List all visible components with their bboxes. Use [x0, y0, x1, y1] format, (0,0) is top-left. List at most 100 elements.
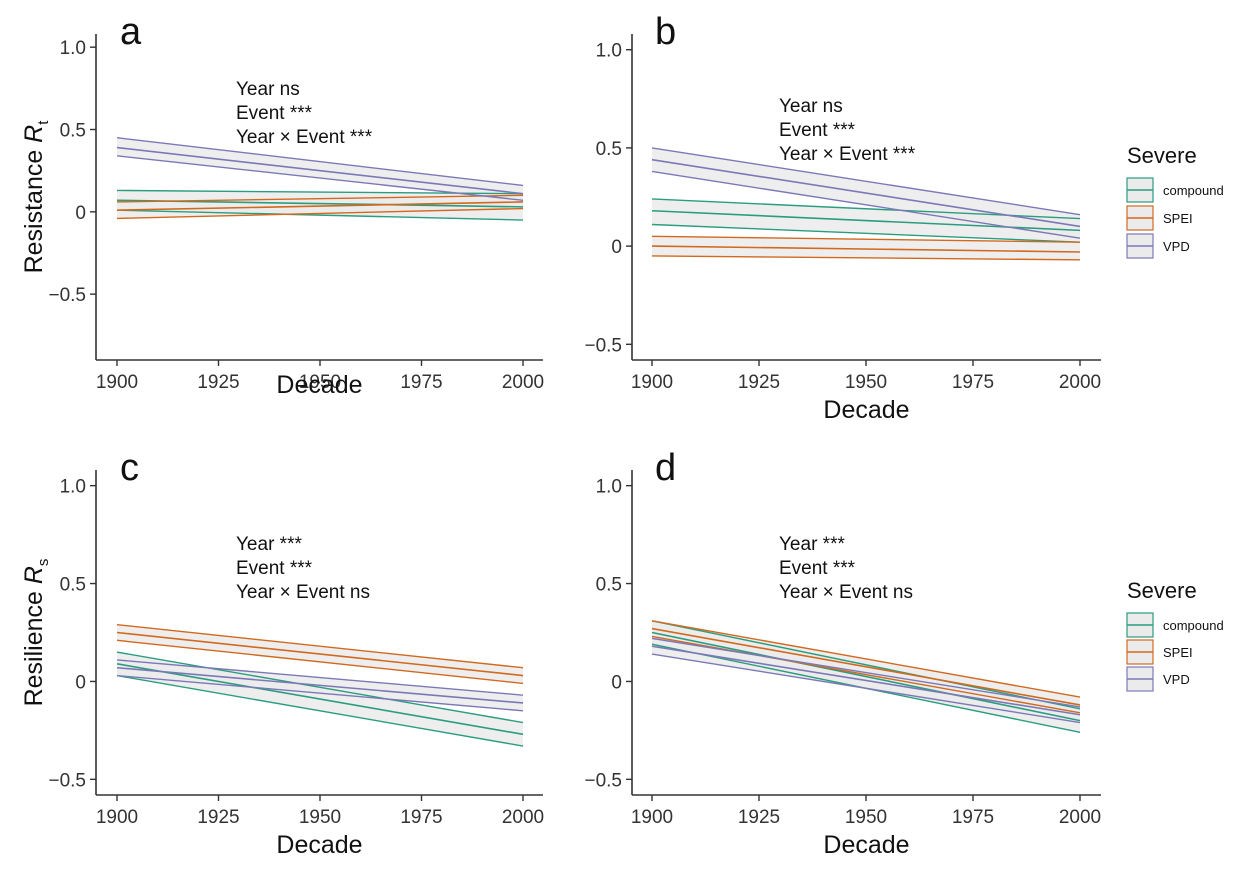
y-tick-label: −0.5	[48, 770, 86, 791]
ci-upper-VPD	[116, 659, 524, 696]
legend-label-vpd: VPD	[1163, 239, 1190, 254]
fit-line-compound	[651, 631, 1081, 722]
ci-upper-compound	[651, 620, 1081, 710]
ci-upper-VPD	[651, 637, 1081, 708]
panel-b: 1900 1925 1950 1975 2000 −0.5 0 0.5 1.0 b Year ns E…	[584, 11, 1101, 424]
y-tick-label: 0	[75, 672, 86, 693]
x-tick-label: 1975	[952, 372, 994, 393]
x-tick-label: 1925	[738, 372, 780, 393]
x-tick-label: 2000	[1059, 372, 1101, 393]
ci-lower-compound	[651, 223, 1081, 243]
ci-upper-VPD	[116, 137, 524, 187]
ci-upper-SPEI	[651, 620, 1081, 698]
ci-lower-VPD	[116, 155, 524, 201]
fit-line-VPD	[116, 146, 524, 195]
x-tick-label: 1900	[631, 372, 673, 393]
y-tick-label: 0	[75, 203, 86, 224]
ci-lower-SPEI	[116, 639, 524, 685]
ci-upper-SPEI	[116, 194, 524, 203]
x-tick-label: 1950	[845, 807, 887, 828]
legend-title: Severe	[1127, 143, 1197, 168]
y-tick-label: 0.5	[60, 575, 86, 596]
x-tick-label: 1900	[96, 807, 138, 828]
ci-lower-VPD	[651, 170, 1081, 239]
legend-key-vpd	[1126, 666, 1154, 692]
x-tick-label: 1900	[631, 807, 673, 828]
panel-c: 1900 1925 1950 1975 2000 −0.5 0 0.5 1.0 c Year ***…	[20, 447, 544, 859]
annotation-line: Year ***	[236, 534, 302, 555]
ci-upper-SPEI	[651, 235, 1081, 243]
fit-line-VPD	[651, 158, 1081, 228]
legend-key-vpd	[1126, 233, 1154, 259]
x-tick-label: 1950	[845, 372, 887, 393]
ci-lower-VPD	[651, 653, 1081, 724]
panel-d: 1900 1925 1950 1975 2000 −0.5 0 0.5 1.0 d Year ***…	[584, 447, 1101, 859]
legend-title: Severe	[1127, 578, 1197, 603]
x-tick-label: 1950	[299, 372, 341, 393]
fit-line-SPEI	[116, 631, 524, 677]
x-tick-label: 1925	[197, 807, 239, 828]
ci-lower-SPEI	[116, 207, 524, 220]
ci-upper-SPEI	[116, 623, 524, 669]
ci-band-VPD	[117, 137, 523, 201]
y-tick-label: 0.5	[596, 575, 622, 596]
annotation-line: Year ***	[779, 534, 845, 555]
annotation-line: Year × Event ns	[236, 582, 370, 603]
ci-upper-compound	[116, 651, 524, 724]
ci-lower-VPD	[116, 674, 524, 712]
x-tick-label: 1975	[400, 372, 442, 393]
y-tick-label: −0.5	[48, 285, 86, 306]
y-tick-label: 1.0	[596, 477, 622, 498]
annotation-line: Year × Event ***	[779, 144, 916, 165]
panel-a: 1900 1925 1950 1975 2000 −0.5 0 0.5 1.0 a Year ns E…	[20, 11, 544, 399]
legend-key-compound	[1126, 612, 1154, 638]
panel-letter: d	[655, 447, 676, 489]
annotation-line: Year × Event ns	[779, 582, 913, 603]
y-axis-label: Resilience Rs	[20, 559, 52, 707]
x-tick-label: 1925	[197, 372, 239, 393]
fit-line-SPEI	[116, 201, 524, 211]
panel-letter: c	[120, 447, 139, 489]
legend-bottom: Severe compound SPEI VPD	[1126, 578, 1224, 692]
legend-label-vpd: VPD	[1163, 672, 1190, 687]
y-tick-label: 0	[611, 237, 622, 258]
x-tick-label: 1900	[96, 372, 138, 393]
ci-upper-VPD	[651, 147, 1081, 216]
y-tick-label: 1.0	[596, 41, 622, 62]
x-tick-label: 2000	[502, 807, 544, 828]
fit-line-SPEI	[651, 627, 1081, 706]
x-tick-label: 1950	[299, 807, 341, 828]
annotation-line: Year × Event ***	[236, 127, 373, 148]
fit-line-SPEI	[651, 245, 1081, 253]
y-tick-label: 0	[611, 672, 622, 693]
ci-lower-SPEI	[651, 255, 1081, 261]
y-axis-label: Resistance Rt	[20, 120, 52, 274]
annotation-line: Year ns	[236, 79, 300, 100]
legend-label-spei: SPEI	[1163, 645, 1193, 660]
annotation-line: Event ***	[236, 103, 313, 124]
x-tick-label: 1975	[952, 807, 994, 828]
y-tick-label: 1.0	[60, 38, 86, 59]
legend-top: Severe compound SPEI VPD	[1126, 143, 1224, 259]
legend-label-compound: compound	[1163, 618, 1224, 633]
annotation-line: Event ***	[779, 558, 856, 579]
legend-key-spei	[1126, 639, 1154, 665]
y-tick-label: −0.5	[584, 335, 622, 356]
fit-line-VPD	[651, 645, 1081, 716]
panel-letter: b	[655, 11, 676, 53]
x-tick-label: 1975	[400, 807, 442, 828]
legend-label-compound: compound	[1163, 183, 1224, 198]
annotation-line: Event ***	[779, 120, 856, 141]
x-axis-label: Decade	[276, 371, 362, 399]
y-tick-label: 1.0	[60, 477, 86, 498]
fit-line-VPD	[116, 666, 524, 704]
panel-letter: a	[120, 11, 142, 53]
fit-line-compound	[116, 663, 524, 736]
ci-band-SPEI	[652, 236, 1080, 260]
y-tick-label: −0.5	[584, 770, 622, 791]
y-tick-label: 0.5	[596, 139, 622, 160]
ci-lower-SPEI	[651, 635, 1081, 714]
annotation-line: Year ns	[779, 96, 843, 117]
x-axis-label: Decade	[276, 831, 362, 859]
